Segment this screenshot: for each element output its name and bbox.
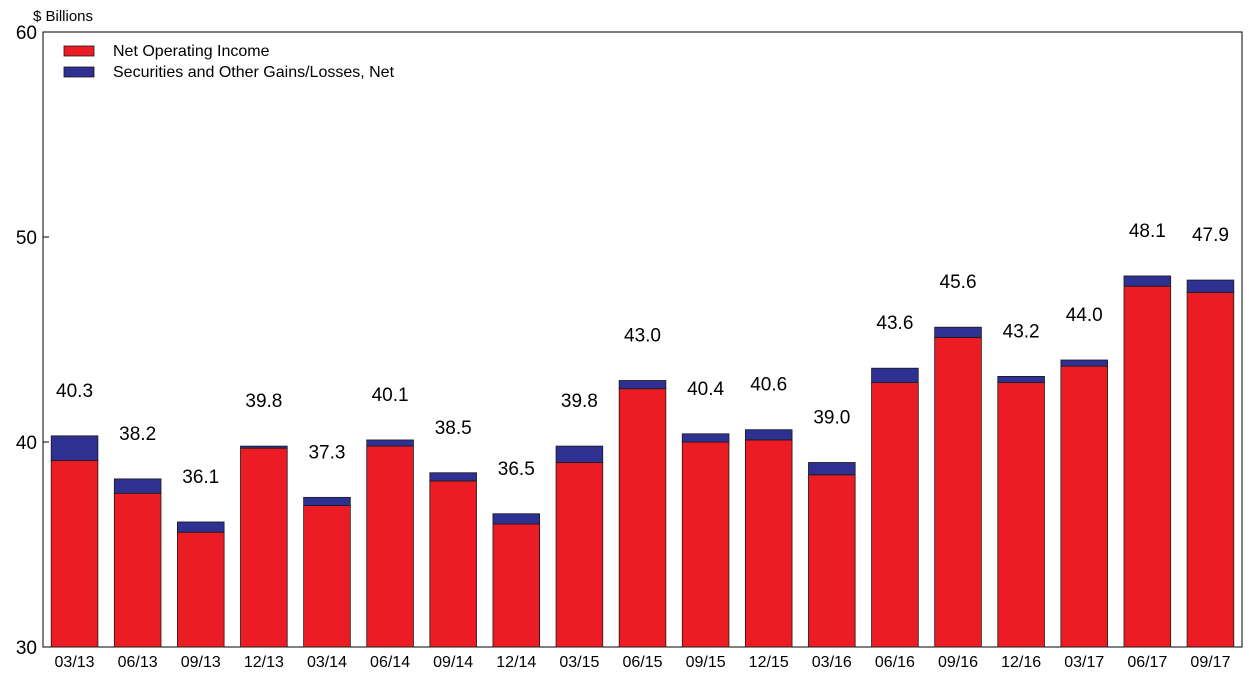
bar-total-label: 38.5 [435,418,472,439]
bar-securities-gains [429,472,477,482]
bar-securities-gains [492,513,541,525]
bar-securities-gains [934,326,982,338]
bar-net-operating-income [429,480,477,648]
bar-total-label: 43.0 [624,326,661,347]
x-tick-label: 09/17 [1190,654,1230,671]
bar-total-label: 38.2 [119,424,156,445]
y-axis-unit-label: $ Billions [33,8,93,25]
bar-total-label: 37.3 [308,442,345,463]
bar-total-label: 36.1 [182,467,219,488]
bar-net-operating-income [1186,291,1235,648]
bars-group [50,275,1235,648]
x-tick-label: 09/15 [686,654,726,671]
bar-net-operating-income [1123,285,1172,648]
bar-securities-gains [997,375,1045,383]
bar-net-operating-income [177,531,225,648]
x-tick-label: 06/17 [1127,654,1167,671]
bar-total-label: 48.1 [1129,221,1166,242]
bar-securities-gains [618,380,667,390]
legend-swatch-securities-gains [63,66,95,78]
legend-label-securities-gains: Securities and Other Gains/Losses, Net [113,64,395,81]
x-tick-label: 03/17 [1064,654,1104,671]
bar-total-label: 44.0 [1066,305,1103,326]
legend-label-net-operating-income: Net Operating Income [113,43,270,60]
bar-securities-gains [871,367,919,383]
bar-total-label: 40.6 [750,375,787,396]
y-tick-label: 40 [16,433,37,454]
bar-total-label: 47.9 [1192,225,1229,246]
bar-total-label: 40.1 [372,385,409,406]
x-tick-label: 06/15 [622,654,662,671]
bar-securities-gains [366,439,414,447]
bar-securities-gains [1123,275,1172,287]
bar-total-label: 45.6 [940,272,977,293]
bar-net-operating-income [997,382,1045,648]
x-tick-label: 03/13 [55,654,95,671]
bar-securities-gains [681,433,730,443]
bar-net-operating-income [934,337,982,648]
bar-net-operating-income [303,505,351,648]
bar-net-operating-income [366,445,414,648]
bar-net-operating-income [618,388,667,648]
bar-total-label: 43.6 [876,313,913,334]
bar-total-label: 43.2 [1003,321,1040,342]
x-tick-label: 06/14 [370,654,410,671]
bar-net-operating-income [808,474,856,648]
x-tick-label: 09/16 [938,654,978,671]
x-tick-label: 12/15 [749,654,789,671]
y-axis-ticks: 30 40 50 60 [16,23,49,659]
bar-net-operating-income [492,523,541,648]
y-tick-label: 50 [16,228,37,249]
bar-securities-gains [303,496,351,506]
y-tick-label: 60 [16,23,37,44]
x-tick-label: 03/14 [307,654,347,671]
bar-securities-gains [1060,359,1108,367]
bar-securities-gains [113,478,162,494]
legend-swatch-net-operating-income [63,45,95,57]
bar-securities-gains [50,435,99,461]
x-tick-label: 06/13 [118,654,158,671]
legend: Net Operating Income Securities and Othe… [63,43,395,81]
bar-total-label: 40.4 [687,379,724,400]
x-axis-labels: 03/13 06/13 09/13 12/13 03/14 06/14 09/14 12/14… [55,654,1231,671]
bar-net-operating-income [113,492,162,648]
bar-securities-gains [1186,279,1235,293]
bar-total-label: 39.8 [245,391,282,412]
bar-securities-gains [555,445,604,463]
bar-net-operating-income [744,439,793,648]
x-tick-label: 12/16 [1001,654,1041,671]
bar-total-label: 39.8 [561,391,598,412]
bar-net-operating-income [240,447,288,648]
x-tick-label: 12/14 [496,654,536,671]
bar-net-operating-income [555,462,604,648]
x-tick-label: 09/14 [433,654,473,671]
x-tick-label: 03/15 [559,654,599,671]
x-tick-label: 12/13 [244,654,284,671]
bar-net-operating-income [871,382,919,648]
bar-securities-gains [744,429,793,441]
bar-total-label: 40.3 [56,381,93,402]
x-tick-label: 06/16 [875,654,915,671]
bar-net-operating-income [50,460,99,648]
bar-total-label: 36.5 [498,459,535,480]
x-tick-label: 09/13 [181,654,221,671]
bar-securities-gains [177,521,225,533]
bar-net-operating-income [1060,365,1108,648]
bar-total-label: 39.0 [813,408,850,429]
data-labels-group: 40.3 38.2 36.1 39.8 37.3 40.1 38.5 36.5 39.8 43.0… [56,221,1229,488]
bar-securities-gains [240,445,288,449]
bar-net-operating-income [681,441,730,648]
bar-securities-gains [808,462,856,476]
x-tick-label: 03/16 [812,654,852,671]
y-tick-label: 30 [16,638,37,659]
